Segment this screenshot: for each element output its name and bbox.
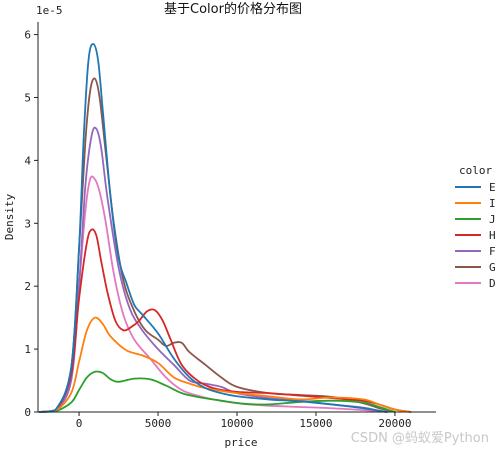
legend-title: color [459,164,492,177]
x-tick-label: 10000 [220,417,253,430]
legend-label-e: E [489,181,496,194]
y-tick-label: 4 [24,154,31,167]
y-tick-label: 2 [24,280,31,293]
y-tick-label: 5 [24,91,31,104]
legend-label-d: D [489,277,496,290]
y-tick-label: 6 [24,29,31,42]
series-line-e [38,43,388,413]
watermark: CSDN @蚂蚁爱Python [351,431,489,446]
y-tick-label: 1 [24,343,31,356]
y-multiplier-label: 1e-5 [36,4,63,17]
legend-label-i: I [489,197,496,210]
series-line-h [38,228,412,413]
legend-label-g: G [489,261,496,274]
x-tick-label: 20000 [378,417,411,430]
y-ticks: 0 1 2 3 4 5 6 [24,29,38,419]
series-line-d [38,175,388,413]
series-line-i [38,316,412,413]
chart-title: 基于Color的价格分布图 [164,1,302,17]
x-tick-label: 5000 [145,417,172,430]
x-tick-label: 0 [76,417,83,430]
x-axis-label: price [224,436,257,449]
series-line-j [38,370,396,413]
plot-lines [38,43,412,413]
legend-label-f: F [489,245,496,258]
y-tick-label: 0 [24,406,31,419]
y-tick-label: 3 [24,217,31,230]
legend-label-j: J [489,213,496,226]
x-tick-label: 15000 [299,417,332,430]
y-axis-label: Density [3,193,16,240]
x-ticks: 0 5000 10000 15000 20000 [76,412,411,430]
series-line-f [38,126,388,413]
legend-label-h: H [489,229,496,242]
